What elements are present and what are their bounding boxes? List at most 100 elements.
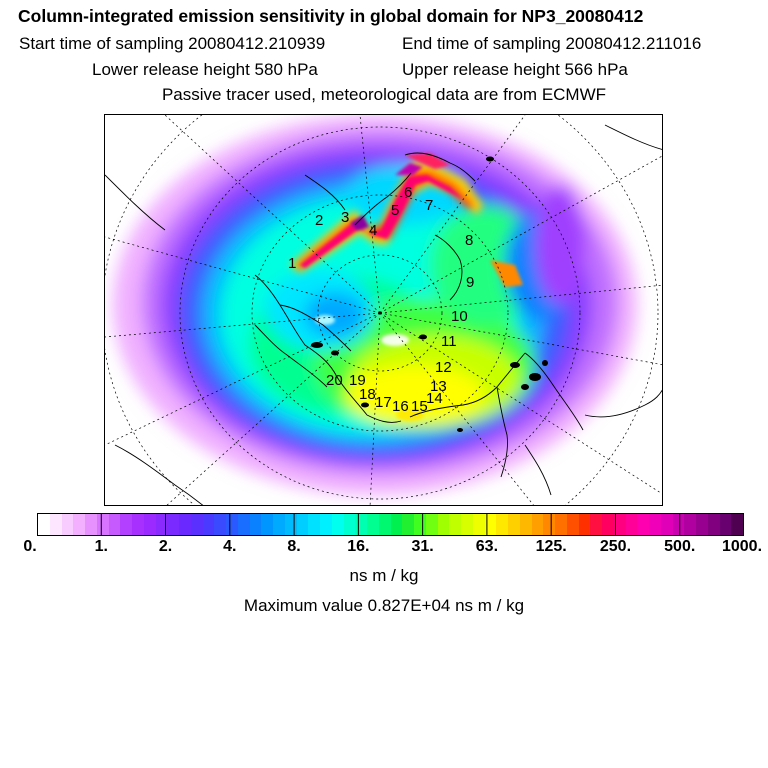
- colorbar-units: ns m / kg: [349, 566, 419, 585]
- colorbar-cell: [132, 514, 144, 535]
- colorbar-cell: [61, 514, 74, 535]
- colorbar-cell: [273, 514, 285, 535]
- colorbar-cell: [343, 514, 356, 535]
- colorbar-cell: [531, 514, 544, 535]
- colorbar-cell: [38, 514, 50, 535]
- colorbar-cell: [226, 514, 238, 535]
- track-point-label: 8: [465, 232, 473, 249]
- maximum-value-label: Maximum value 0.827E+04 ns m / kg: [243, 596, 525, 615]
- colorbar-cell: [684, 514, 696, 535]
- colorbar-cell: [625, 514, 638, 535]
- colorbar-cell: [449, 514, 461, 535]
- track-point-label: 6: [404, 184, 412, 201]
- colorbar-cell: [390, 514, 403, 535]
- track-point-label: 5: [391, 202, 399, 219]
- colorbar-tick-label: 1000.: [721, 538, 763, 555]
- colorbar-cell: [508, 514, 520, 535]
- colorbar: [37, 513, 744, 536]
- colorbar-tick-label: 4.: [223, 538, 237, 555]
- colorbar-tick-label: 500.: [664, 538, 696, 555]
- colorbar-tick-label: 63.: [475, 538, 499, 555]
- track-point-label: 13: [430, 378, 447, 395]
- colorbar-cell: [649, 514, 661, 535]
- track-point-label: 16: [392, 398, 409, 415]
- track-point-label: 18: [359, 386, 376, 403]
- colorbar-cell: [355, 514, 367, 535]
- start-time-label: Start time of sampling 20080412.210939: [19, 34, 326, 53]
- track-point-label: 4: [369, 222, 377, 239]
- colorbar-cell: [731, 514, 743, 535]
- colorbar-cell: [437, 514, 450, 535]
- colorbar-cell: [602, 514, 614, 535]
- colorbar-cell: [85, 514, 97, 535]
- colorbar-tick-label: 2.: [158, 538, 173, 555]
- colorbar-cell: [190, 514, 203, 535]
- colorbar-cell: [202, 514, 215, 535]
- coastlines: [105, 124, 662, 505]
- colorbar-cell: [214, 514, 226, 535]
- track-point-label: 1: [288, 255, 296, 272]
- colorbar-cell: [308, 514, 320, 535]
- colorbar-tick-label: 125.: [535, 538, 567, 555]
- track-point-label: 10: [451, 308, 468, 325]
- colorbar-cell: [472, 514, 485, 535]
- colorbar-cell: [425, 514, 438, 535]
- track-point-label: 12: [435, 359, 452, 376]
- colorbar-cell: [496, 514, 508, 535]
- colorbar-tick-label: 0.: [23, 538, 37, 555]
- colorbar-cell: [73, 514, 85, 535]
- track-point-label: 7: [425, 197, 433, 214]
- colorbar-cell: [120, 514, 132, 535]
- track-point-label: 3: [341, 209, 349, 226]
- colorbar-cell: [320, 514, 332, 535]
- track-point-label: 19: [349, 372, 366, 389]
- colorbar-cell: [719, 514, 732, 535]
- colorbar-cell: [296, 514, 309, 535]
- colorbar-cell: [555, 514, 567, 535]
- end-time-label: End time of sampling 20080412.211016: [402, 34, 702, 53]
- colorbar-cell: [637, 514, 649, 535]
- colorbar-cell: [261, 514, 273, 535]
- track-point-label: 14: [426, 390, 443, 407]
- track-point-label: 17: [375, 394, 392, 411]
- latitude-longitude-grid: [105, 115, 662, 505]
- colorbar-cell: [484, 514, 497, 535]
- map-panel: 1 2 3 4 5 6 7 8 9 10 11 12 13 14 15 16 17 18 19 20: [104, 114, 663, 506]
- lower-release-height-label: Lower release height 580 hPa: [92, 60, 318, 79]
- colorbar-cell: [578, 514, 591, 535]
- colorbar-tick-label: 16.: [347, 538, 370, 555]
- colorbar-cell: [566, 514, 579, 535]
- colorbar-cell: [519, 514, 532, 535]
- plot-title: Column-integrated emission sensitivity i…: [18, 6, 644, 26]
- colorbar-cell: [155, 514, 168, 535]
- track-point-label: 20: [326, 372, 343, 389]
- colorbar-tick-label: 31.: [411, 538, 434, 555]
- tracer-note: Passive tracer used, meteorological data…: [161, 85, 607, 104]
- colorbar-dividers: [100, 513, 681, 536]
- colorbar-cell: [613, 514, 626, 535]
- colorbar-cell: [167, 514, 179, 535]
- track-point-label: 2: [315, 212, 323, 229]
- colorbar-cell: [367, 514, 379, 535]
- colorbar-tick-label: 250.: [599, 538, 632, 555]
- colorbar-cell: [249, 514, 262, 535]
- colorbar-cell: [179, 514, 191, 535]
- colorbar-tick-label: 1.: [94, 538, 108, 555]
- colorbar-cell: [461, 514, 473, 535]
- colorbar-cell: [378, 514, 391, 535]
- track-point-label: 11: [441, 333, 457, 350]
- land-patches: [311, 156, 548, 432]
- colorbar-cell: [590, 514, 602, 535]
- track-point-label: 15: [411, 398, 428, 415]
- colorbar-cell: [696, 514, 708, 535]
- sensitivity-field: [113, 115, 637, 495]
- colorbar-tick-label: 8.: [287, 538, 301, 555]
- upper-release-height-label: Upper release height 566 hPa: [402, 60, 628, 79]
- colorbar-cell: [707, 514, 720, 535]
- colorbar-cell: [672, 514, 685, 535]
- track-point-label: 9: [466, 274, 474, 291]
- colorbar-cell: [108, 514, 121, 535]
- colorbar-cell: [284, 514, 297, 535]
- colorbar-cell: [402, 514, 414, 535]
